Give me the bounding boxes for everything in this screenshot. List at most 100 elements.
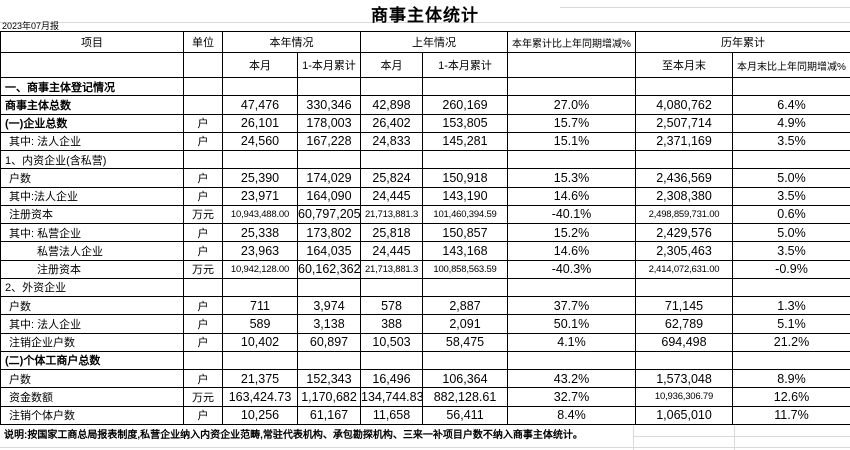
row-value [297, 149, 361, 170]
row-value [507, 350, 636, 371]
row-value: -0.9% [732, 259, 850, 279]
row-unit [183, 149, 223, 170]
table-row: 户数 户 21,375 152,343 16,496 106,364 43.2%… [0, 368, 850, 389]
row-unit: 万元 [183, 204, 223, 225]
row-label: 注册资本 [0, 204, 184, 225]
row-value: -40.3% [507, 259, 636, 279]
row-value: 60,897 [297, 332, 361, 352]
row-unit [183, 350, 223, 371]
row-value: 71,145 [635, 295, 733, 316]
row-value: 173,802 [297, 222, 361, 243]
row-unit: 户 [183, 332, 223, 352]
row-value: 37.7% [507, 295, 636, 316]
row-label: 2、外资企业 [0, 277, 184, 298]
row-value: 21.2% [732, 332, 850, 352]
row-value: 150,857 [422, 222, 508, 243]
row-value: 164,035 [297, 241, 361, 261]
row-value: 152,343 [297, 368, 361, 389]
row-value: 26,402 [360, 113, 423, 133]
row-value: 11.7% [732, 405, 850, 425]
col-header-to-month-end: 至本月末 [635, 52, 733, 78]
row-value: 2,436,569 [635, 168, 733, 188]
row-value: 10,936,306.79 [635, 387, 733, 407]
row-value: -40.1% [507, 204, 636, 225]
row-value: 5.0% [732, 222, 850, 243]
row-unit: 户 [183, 314, 223, 334]
row-value [422, 350, 508, 371]
row-value: 24,833 [360, 131, 423, 152]
col-header-last-year: 上年情况 [360, 31, 508, 53]
row-value [422, 277, 508, 298]
table-row: 2、外资企业 [0, 277, 850, 298]
row-unit: 户 [183, 405, 223, 425]
row-label: 注销企业户数 [0, 332, 184, 352]
row-unit: 户 [183, 186, 223, 206]
row-label: 户数 [0, 168, 184, 188]
row-value: 15.1% [507, 131, 636, 152]
row-value: 8.4% [507, 405, 636, 425]
row-value: 578 [360, 295, 423, 316]
row-value: 711 [222, 295, 298, 316]
row-label: (二)个体工商户总数 [0, 350, 184, 371]
row-value: 143,168 [422, 241, 508, 261]
row-value: 260,169 [422, 95, 508, 115]
col-header-month-end-yoy: 本月末比上年同期增减% [732, 52, 850, 78]
report-period: 2023年07月报 [2, 21, 60, 31]
row-value: 2,429,576 [635, 222, 733, 243]
row-value: 8.9% [732, 368, 850, 389]
row-value: 1.3% [732, 295, 850, 316]
row-label: 一、商事主体登记情况 [0, 76, 184, 97]
row-label: 其中: 法人企业 [0, 314, 184, 334]
gridline-bottom-h1 [633, 436, 850, 437]
row-value: 2,507,714 [635, 113, 733, 133]
col-header-prev-cumulative: 1-本月累计 [422, 52, 508, 78]
row-value [732, 350, 850, 371]
row-unit: 户 [183, 168, 223, 188]
row-value: 2,414,072,631.00 [635, 259, 733, 279]
table-row: 户数 户 25,390 174,029 25,824 150,918 15.3%… [0, 168, 850, 188]
table-row: 注销个体户数 户 10,256 61,167 11,658 56,411 8.4… [0, 405, 850, 425]
col-header-prev-this-month: 本月 [360, 52, 423, 78]
row-value: 178,003 [297, 113, 361, 133]
row-value: 330,346 [297, 95, 361, 115]
row-value: 15.2% [507, 222, 636, 243]
row-value: 167,228 [297, 131, 361, 152]
row-value: 2,305,463 [635, 241, 733, 261]
row-value: 21,713,881.3 [360, 259, 423, 279]
table-row: 其中: 法人企业 户 589 3,138 388 2,091 50.1% 62,… [0, 314, 850, 334]
col-header-yoy-cumulative: 本年累计比上年同期增减% [507, 31, 636, 53]
row-value: 2,371,169 [635, 131, 733, 152]
row-value: 61,167 [297, 405, 361, 425]
row-value: 2,887 [422, 295, 508, 316]
row-value: 4,080,762 [635, 95, 733, 115]
row-value: 23,971 [222, 186, 298, 206]
header-row-2: 本月 1-本月累计 本月 1-本月累计 至本月末 本月末比上年同期增减% [0, 52, 850, 78]
row-value [360, 350, 423, 371]
row-value: 5.0% [732, 168, 850, 188]
col-header-this-year: 本年情况 [222, 31, 361, 53]
row-value [635, 149, 733, 170]
row-value: 60,162,362 [297, 259, 361, 279]
row-value: 14.6% [507, 241, 636, 261]
row-value: 25,338 [222, 222, 298, 243]
row-value: 62,789 [635, 314, 733, 334]
row-value: 3.5% [732, 241, 850, 261]
col-header-cumulative: 1-本月累计 [297, 52, 361, 78]
row-value: 145,281 [422, 131, 508, 152]
table-row: 注册资本 万元 10,943,488.00 60,797,205 21,713,… [0, 204, 850, 225]
row-label: 1、内资企业(含私营) [0, 149, 184, 170]
row-value: 21,375 [222, 368, 298, 389]
row-value: 2,498,859,731.00 [635, 204, 733, 225]
row-value: 100,858,563.59 [422, 259, 508, 279]
row-value: 694,498 [635, 332, 733, 352]
row-value: 47,476 [222, 95, 298, 115]
row-value: 50.1% [507, 314, 636, 334]
col-header-this-month: 本月 [222, 52, 298, 78]
row-value: 27.0% [507, 95, 636, 115]
col-header-unit-spacer [183, 52, 223, 78]
row-value: 12.6% [732, 387, 850, 407]
gridline-bottom-v1 [633, 425, 634, 450]
row-value [507, 76, 636, 97]
row-value [507, 149, 636, 170]
row-value [222, 76, 298, 97]
